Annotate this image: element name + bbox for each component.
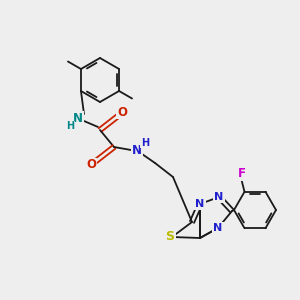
Text: N: N	[213, 223, 223, 233]
Text: H: H	[66, 121, 74, 131]
Text: N: N	[73, 112, 83, 124]
Text: N: N	[132, 143, 142, 157]
Text: N: N	[195, 199, 205, 209]
Text: N: N	[214, 192, 224, 202]
Text: F: F	[238, 167, 245, 180]
Text: S: S	[166, 230, 175, 244]
Text: H: H	[141, 138, 149, 148]
Text: O: O	[86, 158, 96, 172]
Text: O: O	[117, 106, 127, 118]
